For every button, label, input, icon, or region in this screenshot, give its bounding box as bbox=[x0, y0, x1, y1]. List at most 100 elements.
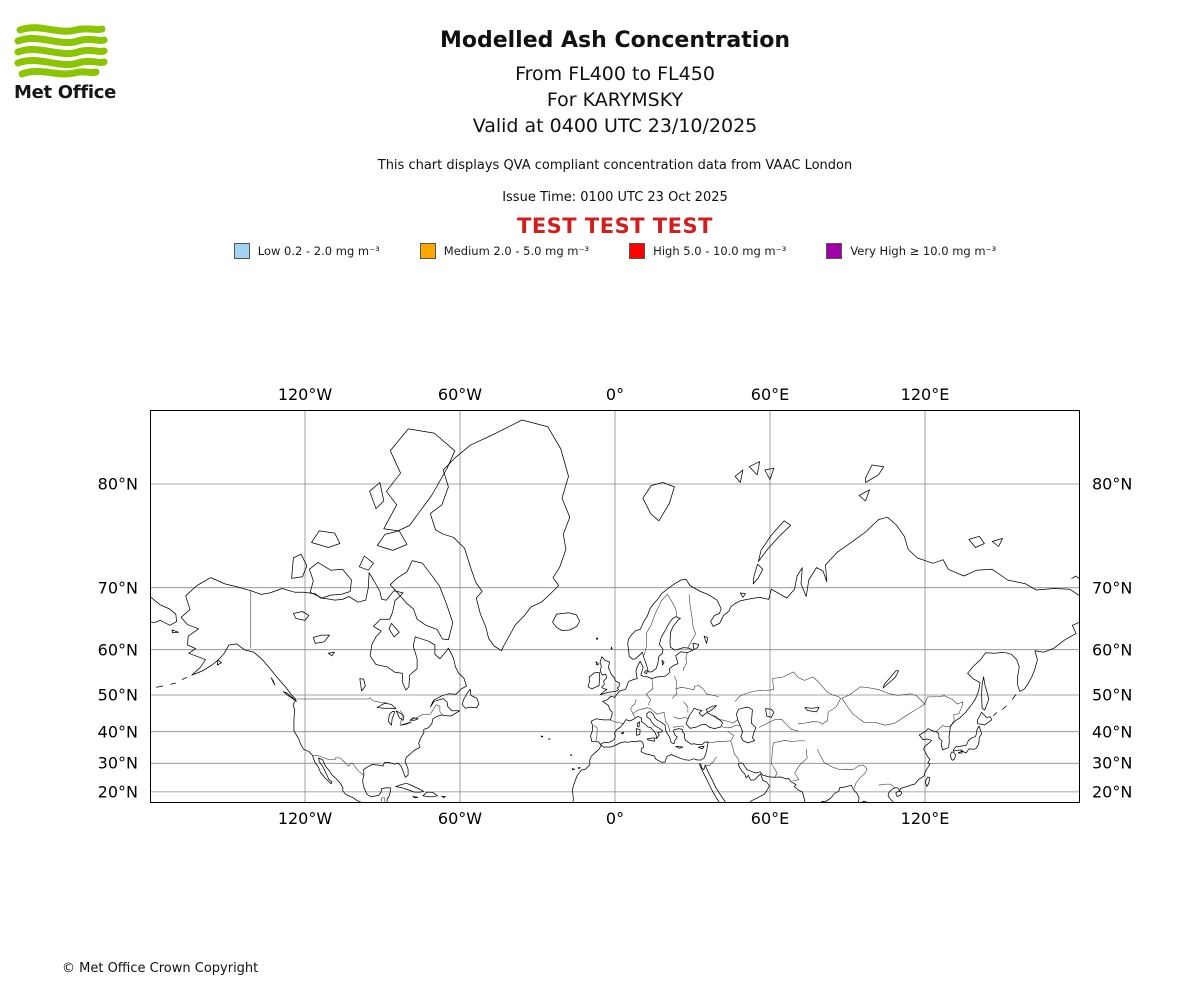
country-border-path bbox=[297, 697, 387, 704]
coastline-path bbox=[895, 791, 903, 797]
lon-tick-top: 60°E bbox=[750, 385, 790, 404]
coastline-path bbox=[376, 702, 397, 709]
country-border-path bbox=[924, 695, 964, 724]
lon-tick-top: 0° bbox=[605, 385, 625, 404]
country-border-path bbox=[630, 699, 637, 718]
coastline-path bbox=[957, 750, 964, 754]
coastline-path bbox=[882, 670, 899, 689]
coastline-path bbox=[804, 707, 820, 713]
coastline-path bbox=[739, 592, 746, 598]
coastline-path bbox=[312, 634, 330, 644]
copyright: © Met Office Crown Copyright bbox=[62, 961, 259, 976]
coastline-path bbox=[644, 670, 648, 675]
legend: Low 0.2 - 2.0 mg m⁻³ Medium 2.0 - 5.0 mg … bbox=[30, 243, 1200, 259]
country-border-path bbox=[672, 676, 678, 699]
legend-item-low: Low 0.2 - 2.0 mg m⁻³ bbox=[233, 243, 380, 259]
coastline-path bbox=[752, 563, 764, 585]
country-border-path bbox=[694, 685, 719, 697]
coastline-path bbox=[441, 795, 446, 798]
country-border-path bbox=[410, 704, 443, 721]
lon-tick-bottom: 0° bbox=[605, 809, 625, 828]
country-border-path bbox=[610, 720, 624, 724]
country-border-path bbox=[672, 725, 684, 728]
coastline-path bbox=[309, 562, 352, 599]
country-border-path bbox=[841, 686, 925, 726]
country-border-path bbox=[853, 768, 868, 789]
coastline-path bbox=[736, 706, 757, 744]
coastline-path bbox=[685, 707, 723, 729]
coastline-path bbox=[170, 682, 177, 685]
map-svg bbox=[150, 410, 1080, 803]
lat-tick-left: 70°N bbox=[97, 578, 138, 598]
coastline-path bbox=[968, 535, 985, 548]
country-border-path bbox=[632, 707, 651, 715]
map-gridlines bbox=[150, 410, 1080, 803]
coastline-path bbox=[661, 659, 665, 666]
coastline-path bbox=[571, 768, 576, 771]
coastline-path bbox=[865, 464, 885, 483]
legend-swatch-high bbox=[629, 243, 646, 259]
coastline-path bbox=[181, 676, 188, 680]
legend-item-very-high: Very High ≥ 10.0 mg m⁻³ bbox=[826, 243, 996, 259]
coastline-path bbox=[981, 676, 990, 711]
coastlines bbox=[150, 419, 1080, 803]
country-border-path bbox=[711, 714, 738, 724]
legend-label-very-high: Very High ≥ 10.0 mg m⁻³ bbox=[850, 244, 997, 258]
coastline-path bbox=[977, 711, 992, 726]
country-border-path bbox=[797, 721, 823, 725]
coastline-path bbox=[821, 784, 868, 803]
coastline-path bbox=[587, 672, 601, 690]
coastline-path bbox=[461, 688, 480, 709]
coastline-path bbox=[389, 560, 454, 640]
lat-tick-left: 20°N bbox=[97, 782, 138, 802]
coastline-path bbox=[705, 705, 717, 713]
legend-swatch-low bbox=[233, 243, 250, 259]
coastline-path bbox=[596, 637, 599, 640]
coastline-path bbox=[383, 428, 456, 532]
coastline-path bbox=[570, 754, 573, 756]
coastline-path bbox=[552, 612, 580, 631]
coastline-path bbox=[171, 629, 180, 634]
coastline-path bbox=[156, 685, 164, 688]
country-border-path bbox=[666, 594, 678, 617]
country-border-path bbox=[650, 708, 670, 732]
coastline-path bbox=[692, 643, 700, 651]
coastline-path bbox=[548, 738, 551, 740]
coastline-path bbox=[376, 530, 408, 551]
country-border-path bbox=[312, 755, 365, 776]
page-title: Modelled Ash Concentration bbox=[439, 28, 791, 53]
met-office-logo-text: Met Office bbox=[14, 82, 117, 103]
lat-tick-left: 50°N bbox=[97, 685, 138, 705]
country-border-path bbox=[773, 740, 806, 744]
coastline-path bbox=[358, 555, 374, 571]
coastline-path bbox=[734, 469, 744, 483]
lat-tick-right: 20°N bbox=[1092, 782, 1133, 802]
legend-label-high: High 5.0 - 10.0 mg m⁻³ bbox=[653, 244, 787, 258]
subtitle-valid-time: Valid at 0400 UTC 23/10/2025 bbox=[472, 115, 758, 137]
country-border-path bbox=[646, 678, 654, 706]
chart-description: This chart displays QVA compliant concen… bbox=[377, 158, 853, 173]
coastline-path bbox=[1011, 694, 1017, 700]
coastline-path bbox=[540, 735, 544, 738]
issue-time: Issue Time: 0100 UTC 23 Oct 2025 bbox=[502, 190, 728, 205]
coastline-path bbox=[150, 596, 177, 626]
coastline-path bbox=[698, 745, 705, 750]
coastline-path bbox=[599, 656, 620, 695]
coastline-path bbox=[610, 646, 613, 650]
lat-tick-left: 40°N bbox=[97, 722, 138, 742]
coastline-path bbox=[180, 572, 467, 803]
coastline-path bbox=[409, 717, 419, 721]
country-borders bbox=[250, 590, 964, 803]
map: 120°W 120°W 60°W 60°W 0° 0° 60°E 60°E 120°E 120°E… bbox=[98, 385, 1133, 828]
map-frame bbox=[150, 410, 1080, 803]
coastline-path bbox=[282, 691, 297, 702]
coastline-path bbox=[703, 635, 709, 644]
coastline-path bbox=[924, 776, 930, 787]
lon-tick-bottom: 60°E bbox=[750, 809, 790, 828]
country-border-path bbox=[771, 742, 778, 778]
coastline-path bbox=[577, 767, 581, 769]
coastline-path bbox=[600, 711, 684, 745]
lat-tick-left: 30°N bbox=[97, 753, 138, 773]
country-border-path bbox=[821, 698, 841, 725]
coastline-path bbox=[595, 661, 600, 666]
